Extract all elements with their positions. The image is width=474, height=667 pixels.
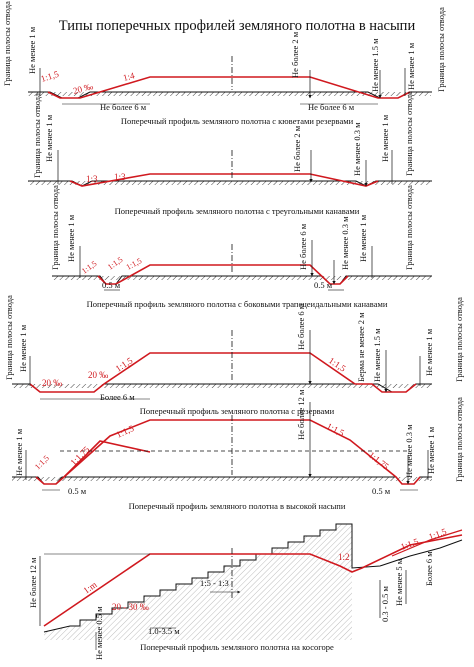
dim-label: Более 6 м: [424, 551, 434, 586]
max-label: Не более 6 м: [296, 303, 306, 350]
berm-label: Берма не менее 2 м: [356, 312, 366, 382]
min-label: Не менее 1 м: [27, 26, 37, 74]
slope-label: 1:2: [338, 552, 350, 562]
grade-label: 20 ‰: [42, 378, 62, 388]
dim-label: 0.5 м: [314, 280, 333, 290]
slope-label: 1:3: [114, 172, 126, 182]
slope-label: 1:m: [81, 579, 98, 595]
boundary-label: Граница полосы отвода: [2, 1, 12, 86]
min-label: Не менее 1.5 м: [370, 38, 380, 92]
steps-label: 1:5 - 1:3: [200, 578, 229, 588]
dim-label: Более 6 м: [100, 392, 135, 402]
embankment-profile: [97, 264, 349, 285]
boundary-label: Граница полосы отвода: [404, 91, 414, 176]
max-label: Не более 12 м: [296, 389, 306, 440]
slope-label: 1:1,5: [106, 255, 124, 272]
profile-caption: Поперечный профиль земляного полотна в в…: [129, 501, 346, 511]
min-label: Не менее 0.3 м: [404, 424, 414, 478]
ground-hatch: [28, 92, 431, 96]
dim-label: Не более 6 м: [308, 102, 355, 112]
step-width-label: 1.0-3.5 м: [148, 626, 180, 636]
boundary-label: Граница полосы отвода: [4, 295, 14, 380]
min-label: Не менее 0.5 м: [94, 606, 104, 660]
boundary-label: Граница полосы отвода: [436, 7, 446, 92]
min-label: Не менее 1 м: [406, 42, 416, 90]
ground-hatch: [12, 477, 432, 481]
max-label: Не более 2 м: [290, 31, 300, 78]
slope-label: 1:1,5: [40, 69, 61, 84]
slope-label: 1:3: [86, 174, 98, 184]
slope-label: 1:1,5: [325, 421, 346, 438]
min-label: Не менее 1 м: [380, 114, 390, 162]
hillside-hatch: [44, 524, 352, 640]
min-label: Не менее 1 м: [66, 214, 76, 262]
min-label: Не менее 5 м: [394, 558, 404, 606]
min-label: Не менее 1 м: [18, 324, 28, 372]
page-title: Типы поперечных профилей земляного полот…: [59, 18, 416, 34]
profile-caption: Поперечный профиль земляного полотна с б…: [87, 299, 388, 309]
profile-4: Граница полосы отвода Не менее 1 м Не бо…: [4, 295, 464, 416]
embankment-profile: [63, 419, 421, 485]
dim-label: 0.5 м: [372, 486, 391, 496]
profile-5: Не менее 1 м Не более 12 м Не менее 0.3 …: [12, 389, 464, 511]
dim-label: 0.3 - 0.5 м: [380, 586, 390, 622]
boundary-label: Граница полосы отвода: [454, 397, 464, 482]
profile-3: Граница полосы отвода Не менее 1 м Не бо…: [50, 185, 432, 309]
profile-caption: Поперечный профиль земляного полотна на …: [140, 642, 334, 652]
profile-6: Не более 12 м Не менее 0.5 м 0.3 - 0.5 м…: [28, 523, 463, 660]
min-label: Не менее 1 м: [424, 328, 434, 376]
min-label: Не менее 1 м: [44, 114, 54, 162]
dim-label: 0.5 м: [102, 280, 121, 290]
ground-hatch: [52, 276, 432, 280]
boundary-label: Граница полосы отвода: [32, 93, 42, 178]
profile-caption: Поперечный профиль земляного полотна с р…: [140, 406, 335, 416]
boundary-label: Граница полосы отвода: [454, 297, 464, 382]
min-label: Не менее 0.3 м: [352, 122, 362, 176]
min-label: Не менее 1 м: [14, 428, 24, 476]
profile-2: Граница полосы отвода Не менее 1 м Не бо…: [28, 91, 432, 216]
slope-label: 1:1,5: [33, 454, 51, 472]
ground-hatch: [12, 384, 432, 388]
min-label: Не менее 1 м: [358, 214, 368, 262]
boundary-label: Граница полосы отвода: [50, 185, 60, 270]
embankment-profile: [43, 534, 463, 627]
grade-label: 20 ‰: [88, 370, 108, 380]
dim-label: Не более 6 м: [100, 102, 147, 112]
max-label: Не более 2 м: [292, 125, 302, 172]
slope-label: 1:4: [122, 70, 136, 83]
boundary-label: Граница полосы отвода: [404, 185, 414, 270]
slope-profile: [391, 529, 463, 557]
min-label: Не менее 1.5 м: [372, 328, 382, 382]
slope-label: 1:1,5: [115, 423, 136, 440]
embankment-profile: [35, 440, 151, 485]
embankment-profile: [69, 173, 379, 187]
profile-caption: Поперечный профиль земляного полотна с т…: [115, 206, 360, 216]
slope-label: 1:1,75: [367, 450, 391, 472]
grade-label: 20 - 30 ‰: [112, 602, 149, 612]
max-label: Не более 6 м: [298, 223, 308, 270]
min-label: Не менее 1 м: [426, 426, 436, 474]
profile-caption: Поперечный профиль земляного полотна с к…: [121, 116, 354, 126]
max-label: Не более 12 м: [28, 557, 38, 608]
slope-label: 1:1,5: [399, 536, 420, 552]
slope-label: 1:1,5: [80, 259, 98, 276]
embankment-profile: [47, 76, 411, 99]
ground-hatch: [28, 181, 431, 185]
min-label: Не менее 0.3 м: [340, 216, 350, 270]
dim-label: 0.5 м: [68, 486, 87, 496]
